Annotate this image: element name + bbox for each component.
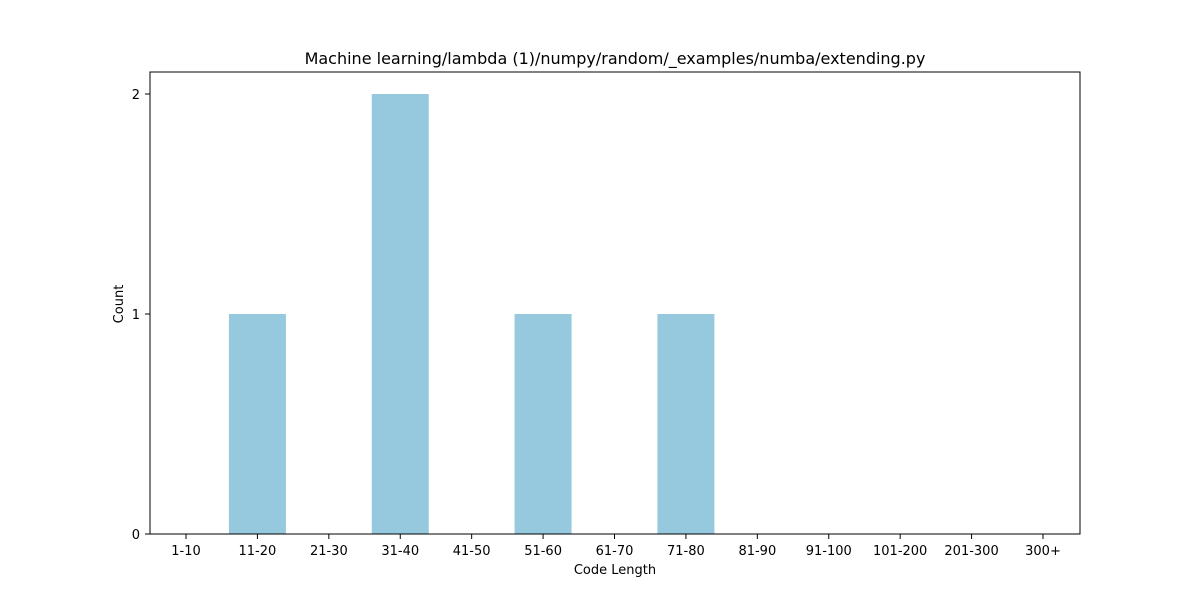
x-tick-label: 101-200 — [873, 544, 927, 559]
x-tick-label: 11-20 — [239, 544, 277, 559]
x-tick-label: 81-90 — [738, 544, 776, 559]
x-tick-label: 61-70 — [596, 544, 634, 559]
plot-frame — [149, 71, 1081, 535]
bar-71-80 — [657, 314, 715, 534]
bar-51-60 — [514, 314, 572, 534]
bars-layer — [228, 94, 715, 534]
x-axis-ticks: 1-10 11-20 21-30 31-40 41-50 51-60 61-70 71-80 8… — [171, 534, 1061, 559]
y-tick-label: 0 — [132, 528, 140, 543]
x-tick-label: 21-30 — [310, 544, 348, 559]
x-axis-label: Code Length — [574, 563, 656, 578]
y-axis-ticks: 0 1 2 — [132, 88, 150, 543]
x-tick-label: 71-80 — [667, 544, 705, 559]
y-axis-label: Count — [112, 285, 127, 324]
x-tick-label: 31-40 — [381, 544, 419, 559]
x-tick-label: 300+ — [1025, 544, 1061, 559]
y-tick-label: 2 — [132, 88, 140, 103]
bar-31-40 — [371, 94, 429, 534]
x-tick-label: 91-100 — [806, 544, 852, 559]
x-tick-label: 201-300 — [944, 544, 998, 559]
chart-title: Machine learning/lambda (1)/numpy/random… — [305, 49, 926, 69]
x-tick-label: 51-60 — [524, 544, 562, 559]
bar-11-20 — [228, 314, 286, 534]
y-tick-label: 1 — [132, 308, 140, 323]
x-tick-label: 41-50 — [453, 544, 491, 559]
x-tick-label: 1-10 — [171, 544, 201, 559]
